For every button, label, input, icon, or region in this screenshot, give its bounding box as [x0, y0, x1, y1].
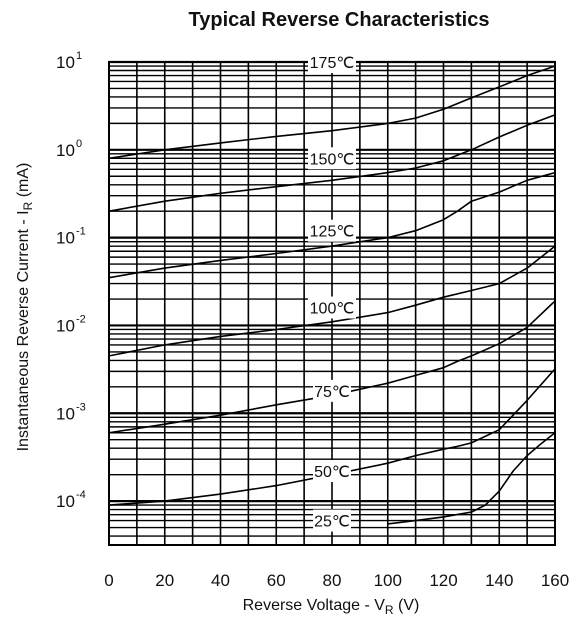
curve-label-text: 25℃ [314, 514, 350, 531]
x-tick-label: 20 [155, 571, 174, 590]
curve-6 [387, 432, 556, 525]
curve-3 [108, 245, 556, 357]
grid [108, 60, 556, 546]
y-tick-base: 10 [56, 53, 75, 72]
curve-label-2: 125℃ [308, 219, 356, 242]
y-tick-exp: 0 [76, 138, 82, 150]
y-tick-exp: -4 [76, 489, 86, 501]
x-tick-label: 0 [104, 571, 113, 590]
curve-0 [108, 65, 556, 160]
curve-label-6: 25℃ [313, 509, 351, 532]
curve-label-bg [308, 147, 356, 170]
y-tick-base: 10 [56, 229, 75, 248]
x-tick-label: 120 [429, 571, 457, 590]
y-tick-base: 10 [56, 492, 75, 511]
curve-label-bg [313, 460, 351, 483]
chart-title: Typical Reverse Characteristics [189, 9, 490, 31]
curve-label-1: 150℃ [308, 147, 356, 170]
y-tick-exp: 1 [76, 50, 82, 62]
y-tick-label: 10 -3 [56, 401, 86, 423]
curve-label-text: 150℃ [310, 151, 355, 168]
curve-label-bg [308, 51, 356, 73]
curve-labels: 175℃ 150℃ 125℃ 100℃ 75℃ 50℃ 25℃ [308, 51, 356, 532]
y-tick-label: 10 -1 [56, 226, 86, 248]
curve-5 [108, 368, 556, 506]
curve-label-5: 50℃ [313, 460, 351, 483]
x-tick-label: 140 [485, 571, 513, 590]
y-tick-label: 10 1 [56, 50, 82, 72]
curve-4 [108, 300, 556, 434]
x-tick-label: 160 [541, 571, 569, 590]
curve-label-bg [313, 509, 351, 532]
curve-label-4: 75℃ [313, 379, 351, 402]
curve-label-bg [313, 379, 351, 402]
y-tick-label: 10 -4 [56, 489, 86, 511]
x-tick-label: 80 [323, 571, 342, 590]
x-axis-label: Reverse Voltage - VR (V) [243, 597, 420, 617]
curve-label-text: 75℃ [314, 384, 350, 401]
y-tick-base: 10 [56, 141, 75, 160]
curve-label-text: 100℃ [310, 301, 355, 318]
curve-label-text: 175℃ [310, 55, 355, 72]
y-tick-base: 10 [56, 316, 75, 335]
x-tick-label: 60 [267, 571, 286, 590]
x-tick-label: 100 [374, 571, 402, 590]
curves [108, 65, 556, 525]
y-tick-label: 10 0 [56, 138, 82, 160]
y-axis-label: Instantaneous Reverse Current - IR (mA) [15, 163, 35, 452]
y-tick-exp: -2 [76, 313, 86, 325]
curve-label-bg [308, 219, 356, 242]
curve-label-bg [308, 296, 356, 319]
curve-label-0: 175℃ [308, 51, 356, 73]
y-tick-exp: -3 [76, 401, 86, 413]
x-tick-label: 40 [211, 571, 230, 590]
y-tick-exp: -1 [76, 226, 86, 238]
curve-1 [108, 114, 556, 212]
curve-label-text: 50℃ [314, 464, 350, 481]
curve-2 [108, 171, 556, 279]
y-tick-base: 10 [56, 404, 75, 423]
y-tick-label: 10 -2 [56, 313, 86, 335]
curve-label-3: 100℃ [308, 296, 356, 319]
curve-label-text: 125℃ [310, 224, 355, 241]
